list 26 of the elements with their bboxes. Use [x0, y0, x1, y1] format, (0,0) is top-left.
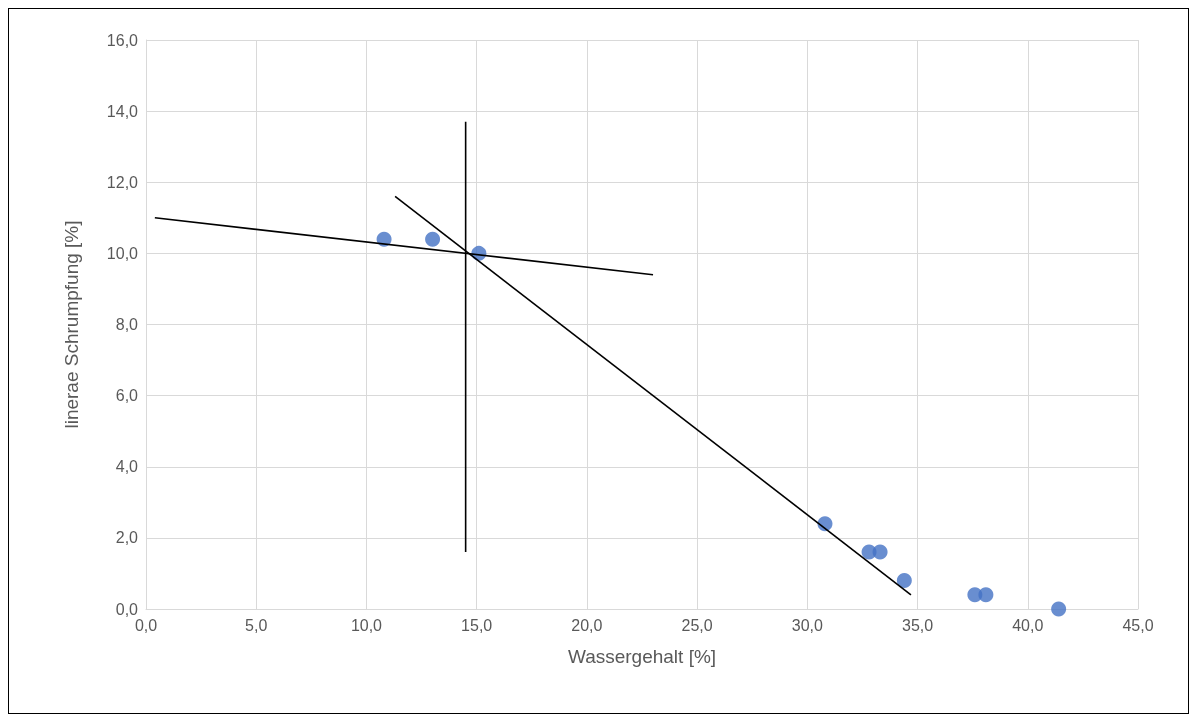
x-tick-label: 40,0: [1012, 616, 1044, 634]
y-tick-label: 0,0: [115, 600, 139, 618]
y-tick-label: 14,0: [106, 102, 139, 120]
point: [1051, 601, 1067, 617]
y-tick-label: 6,0: [115, 387, 139, 405]
x-tick-label: 5,0: [245, 616, 268, 634]
x-tick-label: 10,0: [350, 616, 383, 634]
x-tick-label: 15,0: [461, 616, 493, 634]
y-tick-label: 8,0: [115, 316, 139, 333]
y-tick-label: 16,0: [106, 31, 139, 49]
x-tick-label: 25,0: [681, 616, 713, 634]
x-tick-label: 45,0: [1122, 616, 1154, 634]
point: [978, 587, 994, 603]
y-tick-label: 12,0: [106, 173, 139, 191]
point: [425, 231, 441, 247]
y-tick-label: 4,0: [115, 458, 139, 476]
y-tick-label: 10,0: [106, 244, 139, 262]
x-tick-label: 35,0: [901, 616, 934, 634]
x-tick-label: 30,0: [791, 616, 824, 634]
x-tick-label: 20,0: [571, 616, 603, 634]
x-tick-label: 0,0: [134, 616, 158, 634]
y-axis-title: linerae Schrumpfung [%]: [61, 220, 82, 429]
point: [896, 573, 912, 589]
point: [872, 544, 888, 560]
y-tick-label: 2,0: [115, 529, 139, 547]
x-axis-title: Wassergehalt [%]: [567, 646, 717, 667]
